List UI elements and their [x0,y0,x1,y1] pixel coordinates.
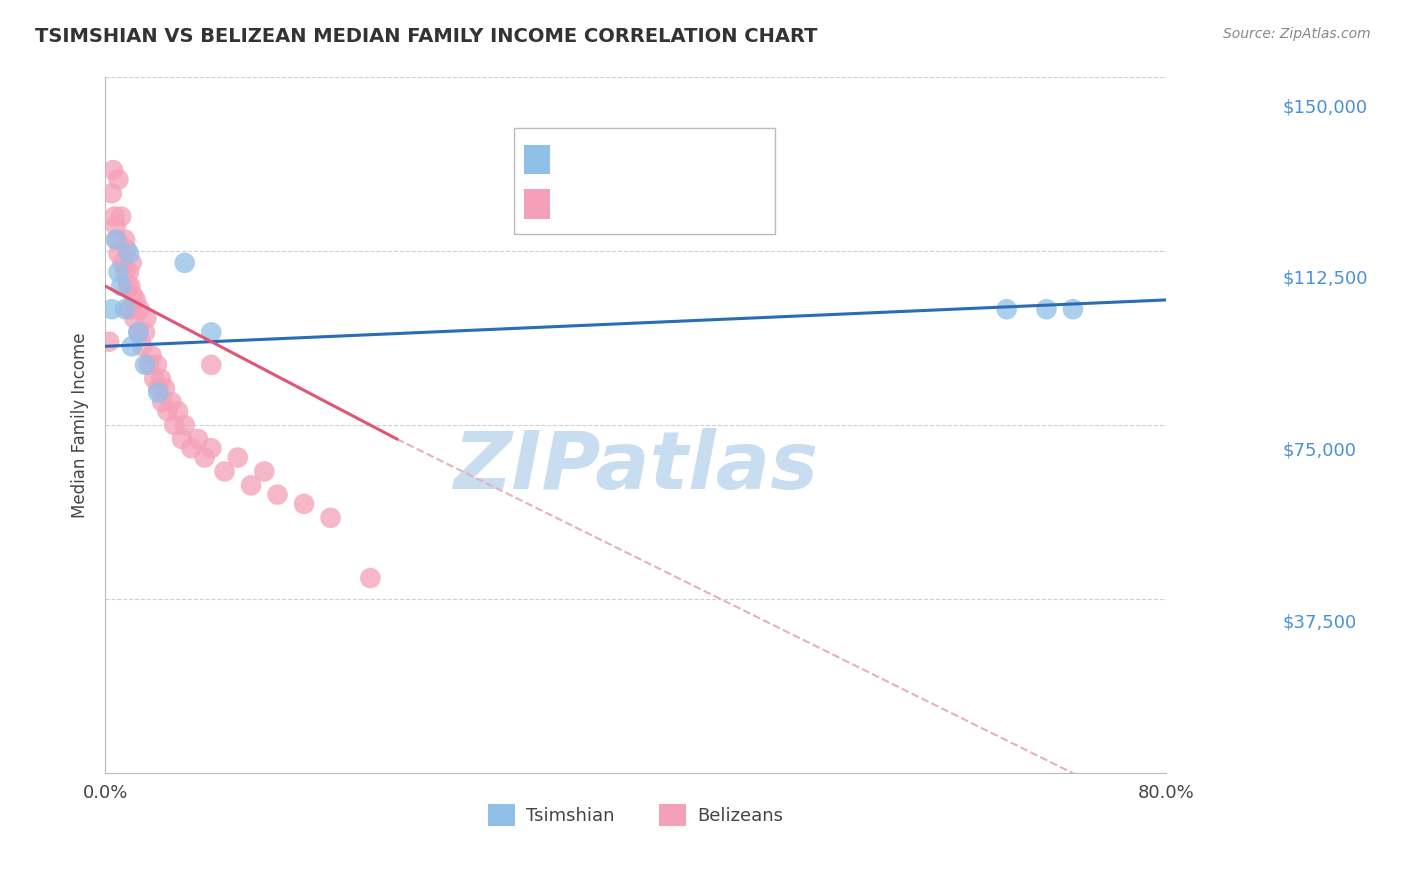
Point [153,381,176,395]
Text: 15: 15 [704,151,730,169]
Point [121,339,143,353]
Point [149,372,172,386]
Y-axis label: Median Family Income: Median Family Income [72,333,89,518]
Point [110,279,132,293]
Point [121,302,143,317]
Point [359,571,381,585]
Point [266,488,288,502]
Point [131,339,153,353]
Point [105,233,128,247]
Point [143,372,166,386]
Point [114,233,136,247]
Point [104,233,127,247]
Point [194,450,217,465]
Point [134,326,156,340]
Point [173,418,195,433]
Text: $37,500: $37,500 [1282,613,1357,632]
Point [127,326,149,340]
Point [292,497,315,511]
Point [138,358,160,372]
Point [214,465,236,479]
Point [117,279,139,293]
Point [101,186,124,201]
Point [200,326,222,340]
Point [118,302,141,317]
Point [103,210,125,224]
Point [173,256,195,270]
Point [124,311,146,326]
Point [118,265,141,279]
Point [160,395,183,409]
Point [240,478,263,492]
Point [125,293,148,307]
Point [150,395,173,409]
Point [111,256,134,270]
Point [141,349,163,363]
Point [107,172,129,186]
Text: R =: R = [561,195,599,213]
Point [172,432,194,446]
Point [107,246,129,260]
Legend: Tsimshian, Belizeans: Tsimshian, Belizeans [481,797,790,833]
Point [146,358,169,372]
Text: $75,000: $75,000 [1282,442,1357,459]
Text: Source: ZipAtlas.com: Source: ZipAtlas.com [1223,27,1371,41]
Point [180,442,202,456]
Text: $112,500: $112,500 [1282,269,1368,288]
Point [148,385,170,400]
Text: 54: 54 [704,195,730,213]
Point [101,163,124,178]
Point [134,358,156,372]
Point [121,256,143,270]
Point [156,404,179,418]
Point [118,246,141,260]
Point [200,442,222,456]
Point [110,210,132,224]
Text: -0.203: -0.203 [588,195,652,213]
Text: ZIPatlas: ZIPatlas [453,428,818,506]
Point [107,265,129,279]
Point [104,219,127,233]
Point [253,465,276,479]
Point [114,302,136,317]
Point [120,279,142,293]
Point [148,381,170,395]
Point [1035,302,1057,317]
Point [122,288,145,302]
Point [200,358,222,372]
Point [101,302,124,317]
Text: N =: N = [662,151,703,169]
Text: 0.135: 0.135 [596,151,652,169]
Point [995,302,1018,317]
Point [135,311,157,326]
Text: TSIMSHIAN VS BELIZEAN MEDIAN FAMILY INCOME CORRELATION CHART: TSIMSHIAN VS BELIZEAN MEDIAN FAMILY INCO… [35,27,818,45]
Point [187,432,209,446]
Point [114,265,136,279]
Point [115,242,138,256]
Point [128,302,150,317]
Text: N =: N = [662,195,703,213]
Point [163,418,186,433]
Text: R =: R = [561,151,599,169]
Point [127,326,149,340]
Point [226,450,249,465]
Point [98,334,121,349]
Point [319,510,342,524]
Text: $150,000: $150,000 [1282,98,1368,116]
Point [167,404,190,418]
Point [1062,302,1084,317]
